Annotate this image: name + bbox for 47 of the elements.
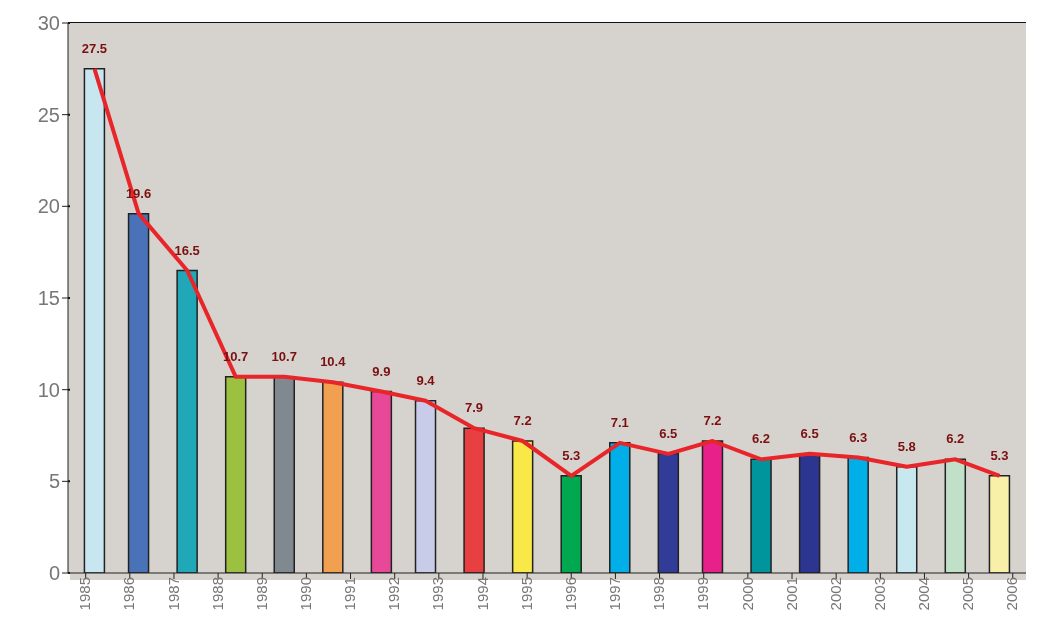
x-tick-label: 2001	[782, 577, 800, 611]
data-label: 7.2	[513, 413, 532, 428]
x-tick-label: 1988	[208, 577, 226, 611]
y-tick-label: 10	[37, 378, 60, 401]
x-tick-label: 1999	[694, 577, 712, 611]
x-tick-label: 2005	[959, 577, 977, 611]
x-tick-label: 1989	[252, 577, 270, 611]
y-tick-label: 0	[48, 562, 60, 585]
data-label: 6.2	[752, 431, 771, 447]
data-label: 16.5	[174, 242, 200, 258]
y-tick-label: 20	[37, 195, 60, 218]
x-tick-label: 2006	[1003, 577, 1021, 611]
x-tick-label: 1990	[297, 577, 315, 611]
x-tick-label: 1985	[76, 577, 94, 611]
y-tick-label: 25	[37, 103, 60, 126]
data-label: 10.4	[320, 354, 347, 370]
x-tick-label: 2002	[826, 577, 844, 611]
x-tick-label: 1986	[120, 577, 138, 611]
x-tick-label: 1991	[341, 577, 359, 611]
x-tick-label: 2000	[738, 577, 756, 611]
data-label: 5.8	[897, 438, 916, 454]
x-tick-label: 1992	[385, 577, 403, 611]
data-label: 6.2	[946, 431, 965, 447]
y-tick-label: 5	[48, 470, 60, 493]
x-tick-label: 1987	[164, 577, 182, 611]
data-label: 5.3	[990, 447, 1009, 463]
x-tick-label: 1993	[429, 577, 447, 611]
x-tick-label: 1997	[606, 577, 624, 611]
y-tick-label: 15	[37, 287, 60, 310]
y-tick-label: 30	[37, 12, 60, 35]
data-label: 27.5	[81, 40, 108, 56]
data-label: 10.7	[271, 348, 297, 364]
data-label: 6.5	[800, 425, 819, 441]
x-tick-label: 2004	[915, 577, 933, 611]
data-label: 6.5	[659, 425, 678, 441]
x-tick-label: 1994	[473, 577, 491, 611]
x-tick-label: 1996	[561, 577, 579, 611]
data-label: 5.3	[562, 447, 581, 463]
data-label: 7.2	[703, 413, 722, 428]
data-label: 6.3	[849, 429, 868, 445]
data-label: 9.9	[372, 363, 391, 379]
data-label: 7.1	[610, 414, 629, 430]
data-label: 7.9	[465, 400, 484, 416]
x-tick-label: 1998	[650, 577, 668, 611]
data-label: 9.4	[416, 372, 436, 388]
x-tick-label: 2003	[870, 577, 888, 611]
x-tick-label: 1995	[517, 577, 535, 611]
